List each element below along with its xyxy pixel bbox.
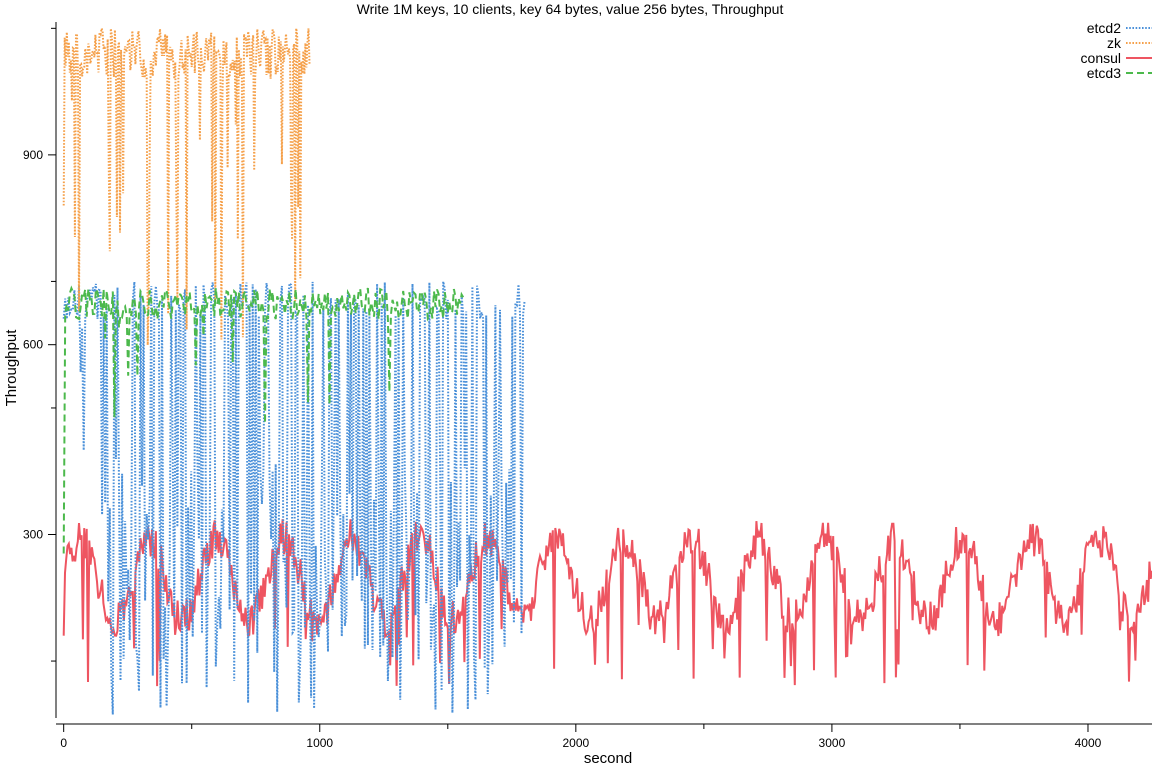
legend-label-zk: zk	[1107, 35, 1122, 51]
y-axis-label: Throughput	[3, 329, 20, 407]
legend-label-consul: consul	[1081, 50, 1121, 66]
x-axis-label: second	[584, 750, 632, 767]
series-line-consul	[62, 519, 1152, 687]
y-tick-label: 900	[23, 148, 43, 162]
chart-title: Write 1M keys, 10 clients, key 64 bytes,…	[357, 1, 784, 17]
x-tick-label: 1000	[306, 736, 333, 750]
x-tick-label: 2000	[562, 736, 589, 750]
x-tick-label: 3000	[819, 736, 846, 750]
y-tick-label: 300	[23, 528, 43, 542]
x-axis-ticks: 0 1000 2000 3000 4000	[60, 724, 1102, 750]
y-tick-label: 600	[23, 338, 43, 352]
legend-label-etcd2: etcd2	[1087, 20, 1121, 36]
y-axis-ticks: 300 600 900	[23, 27, 56, 662]
plot-area	[62, 24, 1152, 715]
series-line-etcd3	[62, 285, 465, 554]
x-tick-label: 4000	[1075, 736, 1102, 750]
x-tick-label: 0	[60, 736, 67, 750]
legend-label-etcd3: etcd3	[1087, 65, 1121, 81]
series-line-etcd2	[62, 281, 526, 715]
